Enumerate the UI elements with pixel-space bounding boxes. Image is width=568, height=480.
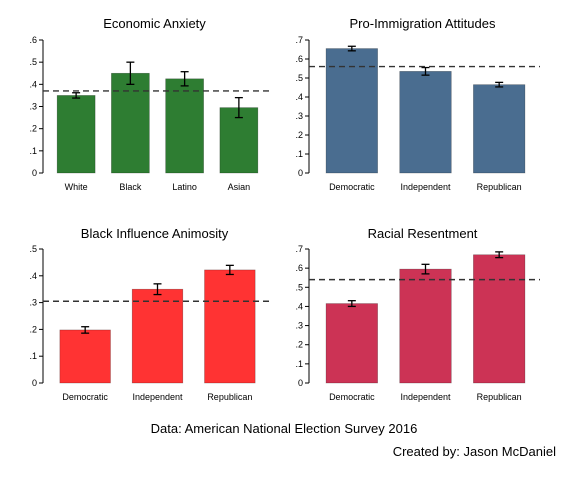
y-tick-label: 0 [298,168,303,178]
x-tick-label-white: White [65,182,88,192]
bar-republican [204,269,256,384]
y-tick-label: .5 [295,282,303,292]
chart-title: Racial Resentment [368,226,478,241]
bar-white [56,95,96,174]
credit-note: Created by: Jason McDaniel [392,444,556,459]
y-tick-label: .3 [29,102,37,112]
y-tick-label: .1 [29,146,37,156]
y-tick-label: .5 [295,73,303,83]
bar-latino [165,78,204,174]
bar-republican [473,84,526,174]
x-tick-label-black: Black [119,182,142,192]
y-tick-label: .7 [295,35,303,45]
source-note: Data: American National Election Survey … [150,421,418,436]
y-tick-label: .1 [295,359,303,369]
chart-title: Pro-Immigration Attitudes [350,16,496,31]
x-tick-label-republican: Republican [477,182,522,192]
bar-democratic [325,303,378,384]
x-tick-label-republican: Republican [477,392,522,402]
x-tick-label-democratic: Democratic [62,392,108,402]
y-tick-label: .4 [295,301,303,311]
y-tick-label: 0 [32,378,37,388]
y-tick-label: .2 [29,324,37,334]
y-tick-label: .2 [29,124,37,134]
y-tick-label: .4 [29,79,37,89]
y-tick-label: .3 [295,321,303,331]
x-tick-label-independent: Independent [400,392,451,402]
y-tick-label: .6 [295,263,303,273]
y-tick-label: .5 [29,57,37,67]
y-tick-label: .4 [29,271,37,281]
y-tick-label: .1 [29,351,37,361]
y-tick-label: 0 [32,168,37,178]
y-tick-label: .5 [29,244,37,254]
x-tick-label-independent: Independent [400,182,451,192]
y-tick-label: 0 [298,378,303,388]
chart-title: Economic Anxiety [103,16,206,31]
y-tick-label: .3 [29,298,37,308]
bar-black [111,72,150,174]
y-tick-label: .4 [295,92,303,102]
x-tick-label-democratic: Democratic [329,392,375,402]
bar-republican [473,254,526,384]
y-tick-label: .2 [295,130,303,140]
bar-democratic [59,329,111,384]
x-tick-label-democratic: Democratic [329,182,375,192]
bar-independent [131,288,184,384]
x-tick-label-republican: Republican [207,392,252,402]
y-tick-label: .6 [295,54,303,64]
x-tick-label-latino: Latino [172,182,197,192]
x-tick-label-asian: Asian [228,182,251,192]
bar-independent [399,71,452,174]
x-tick-label-independent: Independent [132,392,183,402]
y-tick-label: .3 [295,111,303,121]
bar-independent [399,268,452,384]
chart-title: Black Influence Animosity [81,226,229,241]
y-tick-label: .7 [295,244,303,254]
y-tick-label: .2 [295,340,303,350]
y-tick-label: .1 [295,149,303,159]
y-tick-label: .6 [29,35,37,45]
